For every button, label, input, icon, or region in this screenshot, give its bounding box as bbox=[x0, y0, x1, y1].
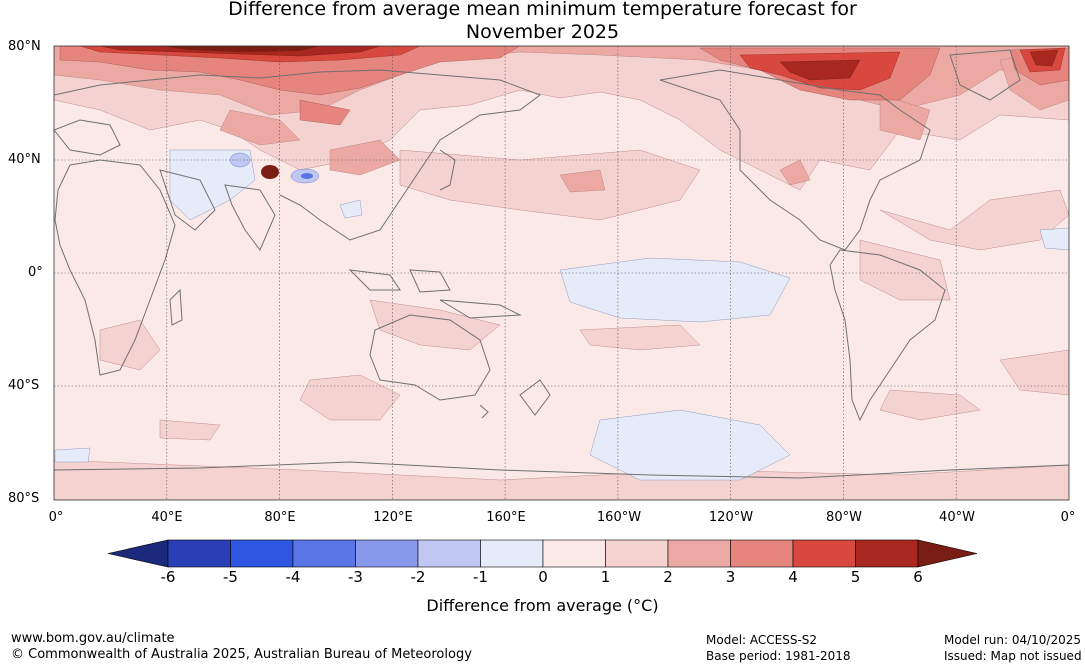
colorbar-segments bbox=[107, 539, 978, 568]
anomaly-negative-regions bbox=[54, 149, 1069, 481]
colorbar-tick-label: -4 bbox=[285, 568, 301, 586]
colorbar-tick-label: -2 bbox=[410, 568, 426, 586]
footer-model-run: Model run: 04/10/2025 bbox=[944, 633, 1082, 647]
lon-label-120e: 120°E bbox=[373, 510, 413, 525]
colorbar-segment bbox=[230, 539, 294, 568]
lon-label-80e: 80°E bbox=[264, 510, 296, 525]
colorbar-tick-label: 2 bbox=[663, 568, 673, 586]
colorbar-segment bbox=[792, 539, 856, 568]
colorbar-segment bbox=[417, 539, 481, 568]
anomaly-above-6-regions bbox=[160, 46, 320, 179]
colorbar-segment bbox=[355, 539, 419, 568]
colorbar-tick-label: -3 bbox=[348, 568, 363, 586]
lon-label-0-west-edge: 0° bbox=[48, 510, 64, 525]
colorbar-segment bbox=[855, 539, 919, 568]
colorbar-segment bbox=[730, 539, 794, 568]
colorbar-tick-label: -1 bbox=[473, 568, 488, 586]
lon-label-160e: 160°E bbox=[486, 510, 526, 525]
coastlines bbox=[54, 49, 1069, 479]
lon-label-80w: 80°W bbox=[826, 510, 862, 525]
anomaly-minus-2-3-regions bbox=[301, 173, 313, 179]
footer-base-period: Base period: 1981-2018 bbox=[706, 649, 851, 663]
footer-model: Model: ACCESS-S2 bbox=[706, 633, 818, 647]
colorbar-segment bbox=[542, 539, 606, 568]
graticule-lines bbox=[54, 46, 1069, 500]
map-title-line-1: Difference from average mean minimum tem… bbox=[228, 0, 857, 20]
footer-issued: Issued: Map not issued bbox=[944, 649, 1082, 663]
lat-label-equator: 0° bbox=[28, 265, 43, 280]
colorbar-tick-label: -6 bbox=[160, 568, 176, 586]
lat-label-40n: 40°N bbox=[8, 152, 41, 167]
colorbar-tick-label: 4 bbox=[788, 568, 798, 586]
colorbar-tick-label: 6 bbox=[913, 568, 923, 586]
colorbar-tick-label: 0 bbox=[538, 568, 548, 586]
lon-label-40e: 40°E bbox=[151, 510, 183, 525]
map-title-line-2: November 2025 bbox=[465, 21, 620, 43]
colorbar-arrow-above-max bbox=[917, 539, 978, 568]
footer-copyright: © Commonwealth of Australia 2025, Austra… bbox=[11, 647, 472, 662]
colorbar-arrow-below-min bbox=[107, 539, 169, 568]
temperature-anomaly-map bbox=[53, 45, 1070, 501]
lon-label-40w: 40°W bbox=[939, 510, 975, 525]
lat-label-80n: 80°N bbox=[8, 39, 41, 54]
lat-label-80s: 80°S bbox=[8, 491, 40, 506]
colorbar-tick-label: 3 bbox=[725, 568, 736, 586]
colorbar-segment bbox=[480, 539, 544, 568]
footer-website: www.bom.gov.au/climate bbox=[11, 631, 175, 646]
colorbar-label: Difference from average (°C) bbox=[426, 596, 659, 615]
lon-label-0-east-edge: 0° bbox=[1060, 510, 1076, 525]
map-frame bbox=[53, 45, 1070, 501]
colorbar-segment bbox=[167, 539, 231, 568]
lon-label-120w: 120°W bbox=[708, 510, 754, 525]
colorbar bbox=[107, 539, 978, 568]
colorbar-segment bbox=[667, 539, 731, 568]
colorbar-tick-label: 5 bbox=[850, 568, 861, 586]
lat-label-40s: 40°S bbox=[8, 378, 40, 393]
lon-label-160w: 160°W bbox=[596, 510, 642, 525]
colorbar-tick-label: 1 bbox=[600, 568, 611, 586]
colorbar-segment bbox=[292, 539, 356, 568]
colorbar-tick-label: -5 bbox=[223, 568, 238, 586]
colorbar-segment bbox=[605, 539, 669, 568]
